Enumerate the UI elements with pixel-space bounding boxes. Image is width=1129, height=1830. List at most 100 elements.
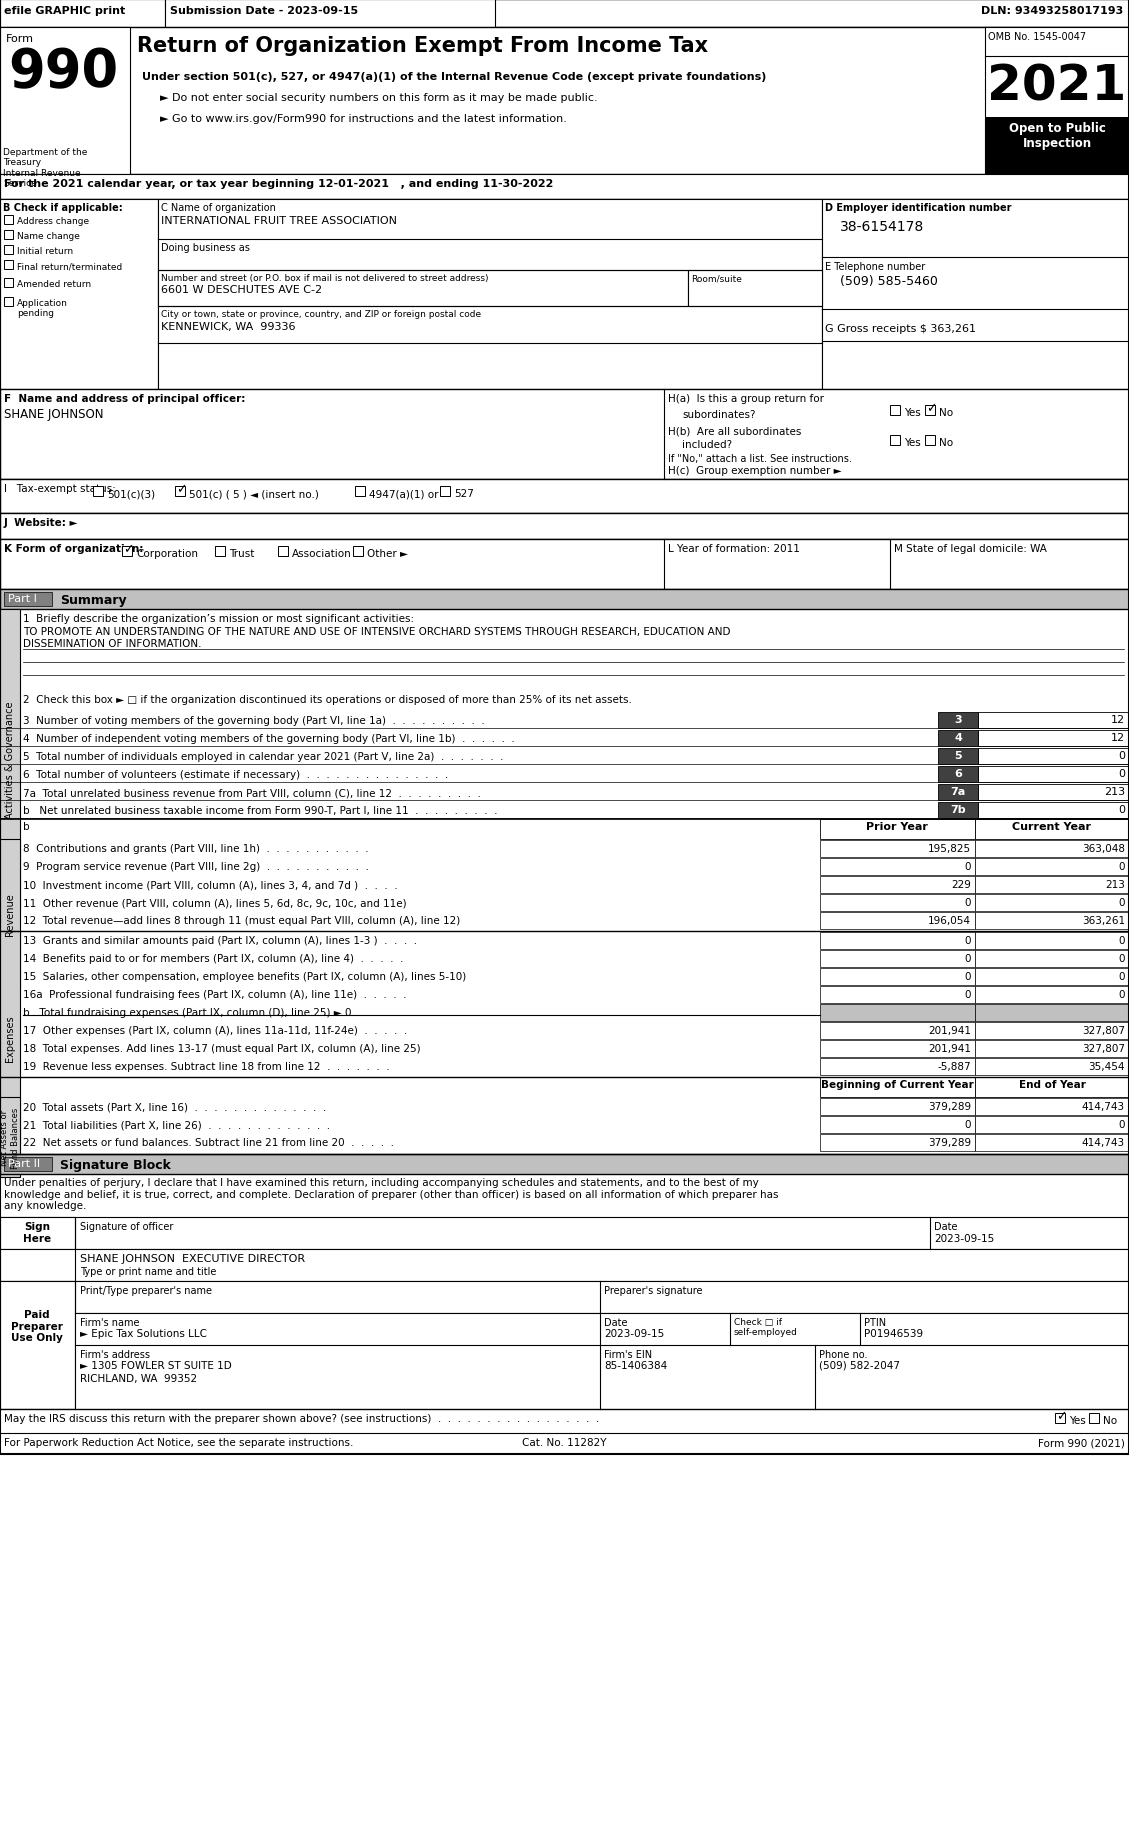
Text: 201,941: 201,941 — [928, 1025, 971, 1036]
Text: 0: 0 — [1119, 953, 1124, 963]
Bar — [975, 950, 1129, 968]
Text: Type or print name and title: Type or print name and title — [80, 1266, 217, 1276]
Text: Under section 501(c), 527, or 4947(a)(1) of the Internal Revenue Code (except pr: Under section 501(c), 527, or 4947(a)(1)… — [142, 71, 767, 82]
Text: Date: Date — [934, 1221, 957, 1232]
Text: 0: 0 — [1118, 750, 1124, 761]
Text: 6: 6 — [954, 769, 962, 778]
Bar — [440, 487, 450, 496]
Text: DLN: 93493258017193: DLN: 93493258017193 — [981, 5, 1123, 16]
Text: 5  Total number of individuals employed in calendar year 2021 (Part V, line 2a) : 5 Total number of individuals employed i… — [23, 752, 504, 761]
Bar — [860, 1314, 1129, 1345]
Bar — [975, 1098, 1129, 1116]
Bar — [975, 840, 1129, 858]
Text: OMB No. 1545-0047: OMB No. 1545-0047 — [988, 31, 1086, 42]
Text: 21  Total liabilities (Part X, line 26)  .  .  .  .  .  .  .  .  .  .  .  .  .: 21 Total liabilities (Part X, line 26) .… — [23, 1120, 330, 1129]
Text: Firm's EIN: Firm's EIN — [604, 1349, 653, 1360]
Bar — [0, 1098, 20, 1177]
Text: (509) 585-5460: (509) 585-5460 — [840, 274, 938, 287]
Bar — [820, 895, 975, 911]
Text: 3: 3 — [954, 714, 962, 725]
Text: 0: 0 — [1119, 897, 1124, 908]
Text: 0: 0 — [1119, 935, 1124, 946]
Text: 85-1406384: 85-1406384 — [604, 1360, 667, 1371]
Text: 6601 W DESCHUTES AVE C-2: 6601 W DESCHUTES AVE C-2 — [161, 285, 322, 295]
Bar — [0, 514, 1129, 540]
Text: Address change: Address change — [17, 218, 89, 225]
Bar — [820, 1078, 975, 1098]
Text: Department of the
Treasury
Internal Revenue
Service: Department of the Treasury Internal Reve… — [3, 148, 87, 188]
Text: ✓: ✓ — [176, 483, 186, 496]
Text: Final return/terminated: Final return/terminated — [17, 262, 122, 271]
Text: Association: Association — [292, 549, 352, 558]
Text: Yes: Yes — [904, 408, 921, 417]
Bar — [975, 1116, 1129, 1133]
Text: Doing business as: Doing business as — [161, 243, 250, 253]
Bar — [975, 877, 1129, 893]
Bar — [353, 547, 364, 556]
Bar — [978, 712, 1129, 728]
Text: Yes: Yes — [904, 437, 921, 448]
Bar — [975, 1023, 1129, 1039]
Text: 13  Grants and similar amounts paid (Part IX, column (A), lines 1-3 )  .  .  .  : 13 Grants and similar amounts paid (Part… — [23, 935, 417, 946]
Bar — [158, 199, 822, 390]
Bar — [5, 245, 14, 254]
Bar — [975, 913, 1129, 930]
Text: 7a  Total unrelated business revenue from Part VIII, column (C), line 12  .  .  : 7a Total unrelated business revenue from… — [23, 787, 481, 798]
Bar — [975, 968, 1129, 986]
Text: Signature of officer: Signature of officer — [80, 1221, 174, 1232]
Text: Firm's name: Firm's name — [80, 1318, 140, 1327]
Text: 18  Total expenses. Add lines 13-17 (must equal Part IX, column (A), line 25): 18 Total expenses. Add lines 13-17 (must… — [23, 1043, 421, 1054]
Bar — [975, 858, 1129, 875]
Text: Phone no.: Phone no. — [819, 1349, 867, 1360]
Text: (509) 582-2047: (509) 582-2047 — [819, 1360, 900, 1371]
Text: 0: 0 — [964, 897, 971, 908]
Text: For the 2021 calendar year, or tax year beginning 12-01-2021   , and ending 11-3: For the 2021 calendar year, or tax year … — [5, 179, 553, 188]
Bar — [0, 840, 20, 990]
Text: ✓: ✓ — [926, 403, 936, 415]
Bar — [938, 712, 978, 728]
Bar — [975, 1058, 1129, 1076]
Text: 16a  Professional fundraising fees (Part IX, column (A), line 11e)  .  .  .  .  : 16a Professional fundraising fees (Part … — [23, 990, 406, 999]
Bar — [5, 262, 14, 269]
Bar — [978, 767, 1129, 783]
Text: C Name of organization: C Name of organization — [161, 203, 275, 212]
Text: b   Total fundraising expenses (Part IX, column (D), line 25) ► 0: b Total fundraising expenses (Part IX, c… — [23, 1008, 351, 1017]
Bar — [0, 1217, 75, 1250]
Text: 10  Investment income (Part VIII, column (A), lines 3, 4, and 7d )  .  .  .  .: 10 Investment income (Part VIII, column … — [23, 880, 397, 889]
Bar — [975, 1041, 1129, 1058]
Text: No: No — [1103, 1415, 1117, 1426]
Text: 379,289: 379,289 — [928, 1138, 971, 1147]
Text: 12: 12 — [1111, 732, 1124, 743]
Text: 501(c) ( 5 ) ◄ (insert no.): 501(c) ( 5 ) ◄ (insert no.) — [189, 489, 318, 500]
Text: Return of Organization Exempt From Income Tax: Return of Organization Exempt From Incom… — [137, 37, 708, 57]
Bar — [0, 1409, 1129, 1433]
Bar — [820, 1098, 975, 1116]
Text: 9  Program service revenue (Part VIII, line 2g)  .  .  .  .  .  .  .  .  .  .  .: 9 Program service revenue (Part VIII, li… — [23, 862, 369, 871]
Bar — [938, 785, 978, 800]
Bar — [820, 840, 975, 858]
Text: 0: 0 — [964, 953, 971, 963]
Text: 363,261: 363,261 — [1082, 915, 1124, 926]
Text: 0: 0 — [1119, 972, 1124, 981]
Bar — [820, 820, 975, 840]
Bar — [815, 1345, 1129, 1409]
Text: 196,054: 196,054 — [928, 915, 971, 926]
Bar — [0, 479, 1129, 514]
Text: included?: included? — [682, 439, 732, 450]
Text: 6  Total number of volunteers (estimate if necessary)  .  .  .  .  .  .  .  .  .: 6 Total number of volunteers (estimate i… — [23, 770, 448, 780]
Bar — [0, 199, 158, 390]
Bar — [978, 748, 1129, 765]
Bar — [820, 877, 975, 893]
Text: Current Year: Current Year — [1013, 822, 1092, 831]
Text: Amended return: Amended return — [17, 280, 91, 289]
Bar — [0, 176, 1129, 199]
Text: E Telephone number: E Telephone number — [825, 262, 926, 273]
Text: G Gross receipts $ 363,261: G Gross receipts $ 363,261 — [825, 324, 975, 333]
Bar — [925, 436, 935, 447]
Text: For Paperwork Reduction Act Notice, see the separate instructions.: For Paperwork Reduction Act Notice, see … — [5, 1437, 353, 1448]
Bar — [599, 1345, 815, 1409]
Bar — [5, 298, 14, 307]
Bar — [0, 390, 1129, 479]
Text: 0: 0 — [1119, 862, 1124, 871]
Bar — [820, 950, 975, 968]
